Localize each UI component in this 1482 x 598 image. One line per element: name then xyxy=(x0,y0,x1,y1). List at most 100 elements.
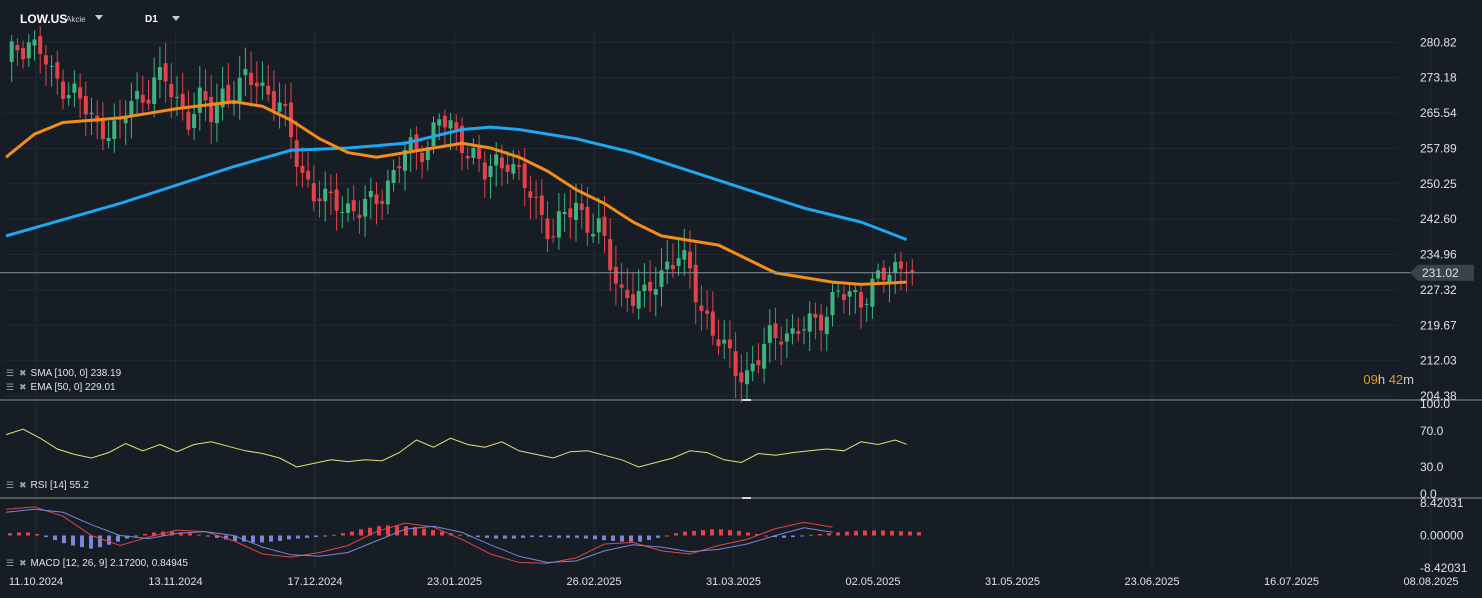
macd-histogram-bar xyxy=(845,531,849,536)
ema-line xyxy=(5,100,907,286)
price-panel[interactable] xyxy=(0,26,1470,403)
settings-list-icon[interactable]: ☰ xyxy=(6,382,15,392)
sma-legend-text: SMA [100, 0] 238.19 xyxy=(30,368,122,379)
candle-body xyxy=(767,325,772,343)
symbol-dropdown-icon[interactable] xyxy=(95,15,103,20)
sma-legend[interactable]: ☰ ✖ SMA [100, 0] 238.19 xyxy=(6,368,121,379)
macd-histogram-bar xyxy=(530,535,534,538)
close-icon[interactable]: ✖ xyxy=(19,368,27,378)
candle-body xyxy=(545,218,550,240)
candle-body xyxy=(220,88,225,108)
current-price-tag: 231.02 xyxy=(1410,264,1474,281)
macd-histogram-bar xyxy=(521,535,525,538)
candle-body xyxy=(277,102,282,112)
macd-histogram-bar xyxy=(188,533,192,536)
candle-body xyxy=(870,278,875,307)
candle-body xyxy=(397,166,402,169)
candle-body xyxy=(790,328,795,334)
candle-body xyxy=(271,90,276,111)
macd-histogram-bar xyxy=(638,535,642,542)
macd-histogram-bar xyxy=(305,535,309,538)
date-tick-label: 17.12.2024 xyxy=(287,576,342,588)
candle-body xyxy=(408,137,413,151)
symbol-label[interactable]: LOW.US xyxy=(20,12,68,26)
macd-histogram-bar xyxy=(557,535,561,538)
macd-histogram-bar xyxy=(44,535,48,538)
macd-histogram-bar xyxy=(881,530,885,536)
price-tick-label: 242.60 xyxy=(1420,212,1457,226)
macd-histogram-bar xyxy=(431,530,435,536)
macd-histogram-bar xyxy=(827,533,831,536)
timeframe-label[interactable]: D1 xyxy=(145,14,158,25)
macd-histogram-bar xyxy=(917,532,921,536)
y-axis: 280.82 273.18 265.54 257.89 250.25 242.60 234.… xyxy=(1420,35,1468,575)
candle-body xyxy=(180,93,185,109)
panel-separators[interactable] xyxy=(0,399,1482,499)
macd-histogram-bar xyxy=(908,531,912,536)
candle-body xyxy=(876,270,881,279)
candle-body xyxy=(477,145,482,159)
macd-histogram-bar xyxy=(296,535,300,539)
macd-histogram-bar xyxy=(710,529,714,536)
macd-histogram-bar xyxy=(260,535,264,543)
macd-histogram-bar xyxy=(116,535,120,542)
macd-histogram-bar xyxy=(647,535,651,541)
macd-histogram-bar xyxy=(350,531,354,536)
macd-legend[interactable]: ☰ ✖ MACD [12, 26, 9] 2.17200, 0.84945 xyxy=(6,558,188,569)
candle-body xyxy=(608,239,613,271)
candle-body xyxy=(72,83,77,93)
close-icon[interactable]: ✖ xyxy=(19,480,27,490)
price-tick-label: 280.82 xyxy=(1420,35,1457,49)
candle-body xyxy=(163,63,168,82)
candle-body xyxy=(374,194,379,205)
timer-h-unit: h xyxy=(1377,372,1386,387)
candle-body xyxy=(727,339,732,349)
macd-histogram-bar xyxy=(503,535,507,539)
macd-histogram-bar xyxy=(224,535,228,540)
ema-legend[interactable]: ☰ ✖ EMA [50, 0] 229.01 xyxy=(6,382,116,393)
macd-histogram-bar xyxy=(8,533,12,536)
candle-body xyxy=(420,152,425,163)
candle-body xyxy=(853,290,858,293)
candle-body xyxy=(357,214,362,219)
candle-body xyxy=(442,115,447,128)
macd-histogram-bar xyxy=(548,535,552,538)
macd-histogram-bar xyxy=(746,532,750,536)
macd-histogram-bar xyxy=(395,525,399,536)
price-tick-label: 212.03 xyxy=(1420,354,1457,368)
macd-panel[interactable] xyxy=(5,506,921,564)
macd-histogram-bar xyxy=(620,535,624,542)
timeframe-dropdown-icon[interactable] xyxy=(172,16,180,21)
close-icon[interactable]: ✖ xyxy=(19,382,27,392)
macd-histogram-bar xyxy=(665,535,669,537)
candle-body xyxy=(779,341,784,345)
date-tick-label: 31.05.2025 xyxy=(985,576,1040,588)
macd-histogram-bar xyxy=(53,535,57,541)
price-tick-label: 273.18 xyxy=(1420,71,1457,85)
rsi-legend[interactable]: ☰ ✖ RSI [14] 55.2 xyxy=(6,480,89,491)
candle-body xyxy=(249,72,254,85)
macd-histogram-bar xyxy=(17,532,21,536)
candle-body xyxy=(613,266,618,284)
candle-body xyxy=(266,85,271,95)
candle-body xyxy=(796,330,801,334)
candle-body xyxy=(100,118,105,140)
macd-histogram-bar xyxy=(404,526,408,536)
candle-body xyxy=(135,91,140,100)
timer-minutes: 42 xyxy=(1388,372,1404,387)
macd-histogram-bar xyxy=(278,535,282,541)
macd-tick-label: -8.42031 xyxy=(1420,561,1468,575)
price-tick-label: 250.25 xyxy=(1420,177,1457,191)
settings-list-icon[interactable]: ☰ xyxy=(6,368,15,378)
candles xyxy=(9,26,915,403)
candle-body xyxy=(893,262,898,273)
timer-m-unit: m xyxy=(1403,372,1414,387)
settings-list-icon[interactable]: ☰ xyxy=(6,558,15,568)
close-icon[interactable]: ✖ xyxy=(19,558,27,568)
sma-line xyxy=(5,125,908,241)
macd-histogram-bar xyxy=(773,535,777,538)
settings-list-icon[interactable]: ☰ xyxy=(6,480,15,490)
candle-body xyxy=(89,112,94,115)
rsi-panel[interactable] xyxy=(5,428,907,468)
